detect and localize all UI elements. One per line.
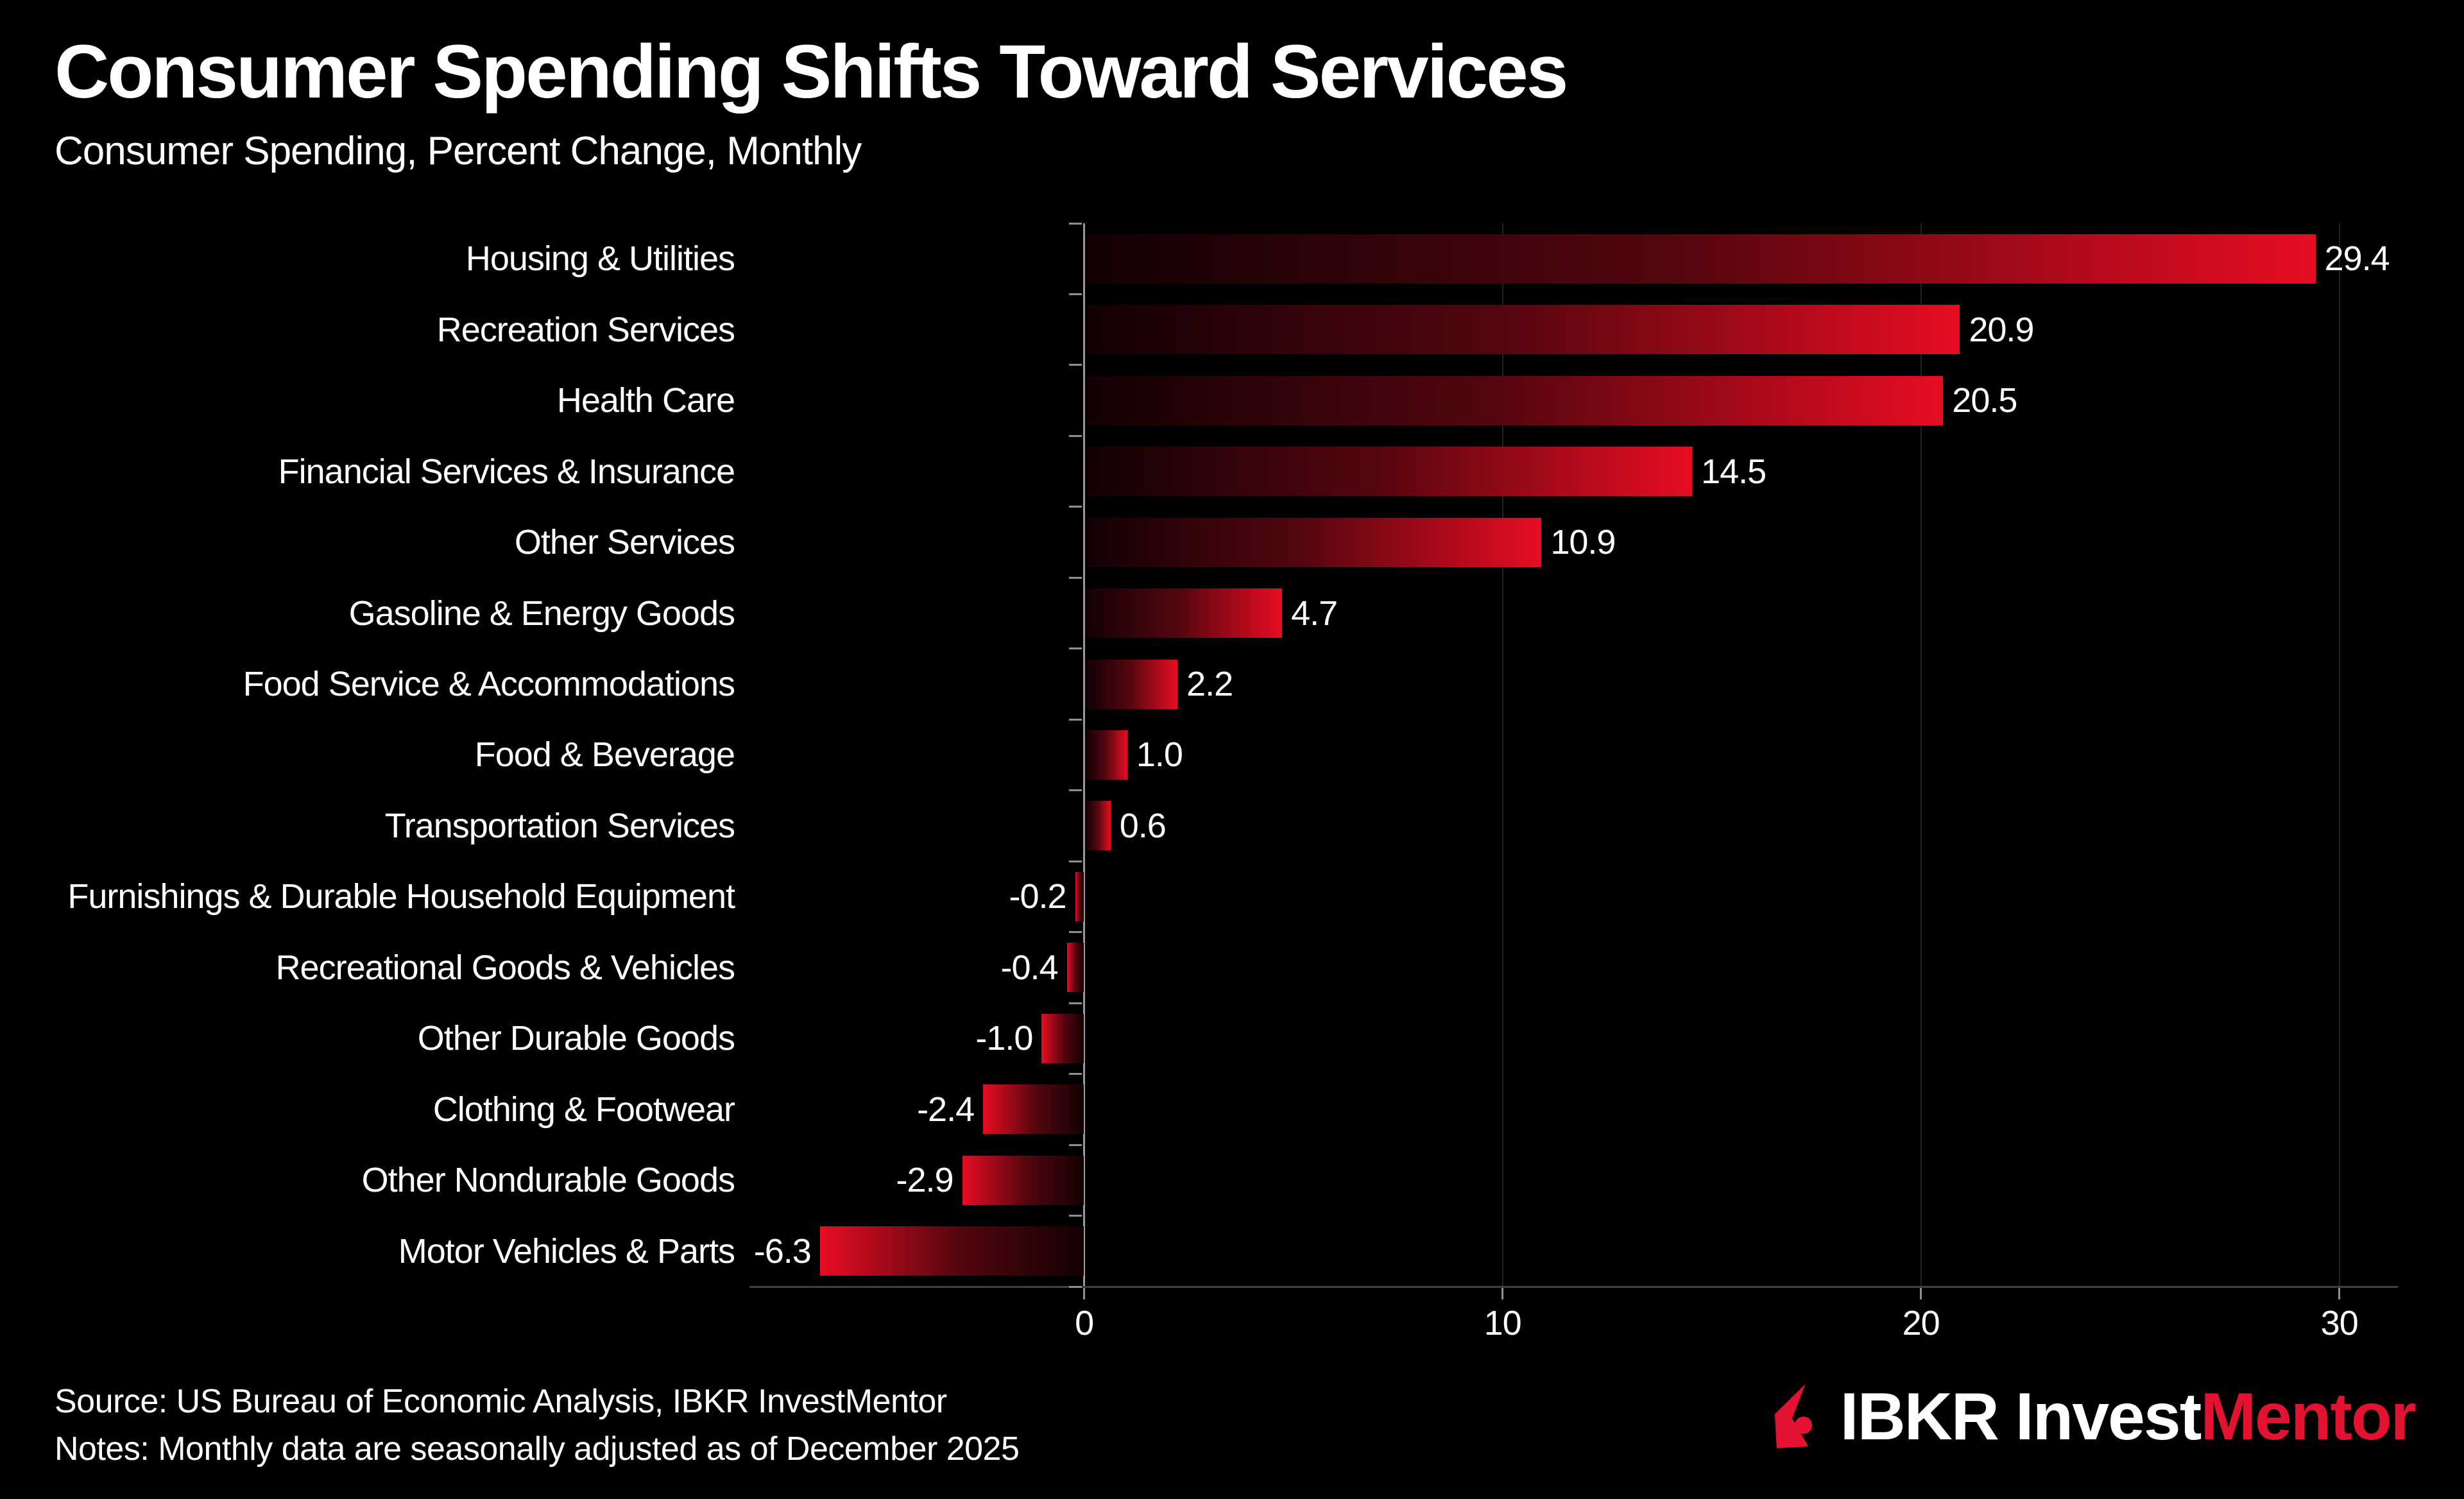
bar (819, 1226, 1084, 1276)
y-axis-tick (1068, 1144, 1082, 1146)
brand-text-white: IBKR Invest (1840, 1379, 2202, 1454)
value-label: -2.9 (896, 1161, 954, 1200)
x-axis-tick-label: 0 (1075, 1304, 1094, 1342)
value-label: 10.9 (1550, 523, 1616, 562)
y-axis-tick (1068, 789, 1082, 792)
y-axis-tick (1068, 576, 1082, 579)
bar (1085, 517, 1542, 567)
category-label: Gasoline & Energy Goods (348, 594, 735, 633)
category-label: Food & Beverage (474, 735, 735, 775)
bar (1075, 871, 1084, 921)
bar (1085, 588, 1283, 638)
gridline (1920, 223, 1922, 1287)
chart-title: Consumer Spending Shifts Toward Services (55, 30, 1568, 114)
methodology-note: Notes: Monthly data are seasonally adjus… (55, 1430, 1020, 1468)
x-axis-tick (2338, 1287, 2341, 1299)
bar (983, 1084, 1084, 1135)
x-axis-tick-label: 20 (1902, 1304, 1940, 1342)
y-axis-tick (1068, 222, 1082, 225)
bar (1085, 659, 1178, 709)
value-label: 14.5 (1701, 452, 1767, 491)
category-label: Clothing & Footwear (432, 1090, 735, 1129)
source-note: Source: US Bureau of Economic Analysis, … (55, 1383, 947, 1420)
x-axis-tick (1502, 1287, 1504, 1299)
chart-subtitle: Consumer Spending, Percent Change, Month… (55, 129, 862, 173)
y-axis-tick (1068, 1285, 1082, 1288)
bar (1085, 801, 1111, 851)
category-label: Furnishings & Durable Household Equipmen… (67, 877, 735, 916)
y-axis-tick (1068, 718, 1082, 721)
x-axis-tick (1920, 1287, 1922, 1299)
y-axis-tick (1068, 1002, 1082, 1004)
brand-text: IBKR InvestMentor (1840, 1379, 2417, 1455)
category-label: Motor Vehicles & Parts (398, 1231, 735, 1271)
brand-text-red: Mentor (2200, 1379, 2417, 1454)
bar (1066, 943, 1084, 993)
y-axis-tick (1068, 860, 1082, 862)
value-label: 20.9 (1969, 310, 2034, 349)
value-label: 20.5 (1952, 381, 2017, 420)
y-axis-tick (1068, 1215, 1082, 1217)
value-label: 1.0 (1136, 735, 1183, 775)
value-label: -0.4 (1000, 948, 1058, 987)
value-label: 2.2 (1186, 665, 1233, 704)
category-label: Recreation Services (436, 310, 735, 349)
x-axis-line (749, 1285, 2398, 1288)
value-label: -1.0 (975, 1019, 1033, 1058)
category-label: Housing & Utilities (465, 239, 735, 278)
bar (1085, 447, 1693, 497)
ibkr-flame-icon (1774, 1384, 1812, 1448)
footer: Source: US Bureau of Economic Analysis, … (55, 1378, 1020, 1473)
value-label: 4.7 (1291, 594, 1338, 633)
gridline (2338, 223, 2340, 1287)
category-label: Health Care (556, 381, 735, 420)
category-label: Other Durable Goods (417, 1019, 735, 1058)
bar (1085, 305, 1960, 355)
value-label: -0.2 (1009, 877, 1067, 916)
category-label: Other Services (514, 523, 735, 562)
gridline (1502, 223, 1503, 1287)
y-axis-tick (1068, 647, 1082, 650)
zero-axis-line (1083, 223, 1086, 1287)
bar (1085, 375, 1944, 425)
x-axis-tick (1083, 1287, 1086, 1299)
bar (1085, 234, 2316, 284)
value-label: -2.4 (917, 1090, 975, 1129)
y-axis-tick (1068, 364, 1082, 366)
category-label: Other Nondurable Goods (361, 1161, 735, 1200)
y-axis-tick (1068, 506, 1082, 508)
category-label: Financial Services & Insurance (278, 452, 735, 491)
category-label: Food Service & Accommodations (243, 665, 735, 704)
bar (962, 1155, 1084, 1205)
bar (1041, 1013, 1084, 1063)
category-label: Transportation Services (384, 806, 735, 845)
x-axis-tick-label: 30 (2320, 1304, 2359, 1342)
brand-logo: IBKR InvestMentor (1774, 1372, 2417, 1462)
y-axis-tick (1068, 434, 1082, 437)
value-label: 29.4 (2324, 239, 2390, 278)
y-axis-tick (1068, 1073, 1082, 1075)
x-axis-tick-label: 10 (1484, 1304, 1522, 1342)
value-label: -6.3 (753, 1231, 812, 1271)
category-label: Recreational Goods & Vehicles (275, 948, 735, 987)
bar (1085, 730, 1127, 780)
value-label: 0.6 (1119, 806, 1167, 845)
y-axis-tick (1068, 931, 1082, 934)
y-axis-tick (1068, 293, 1082, 295)
